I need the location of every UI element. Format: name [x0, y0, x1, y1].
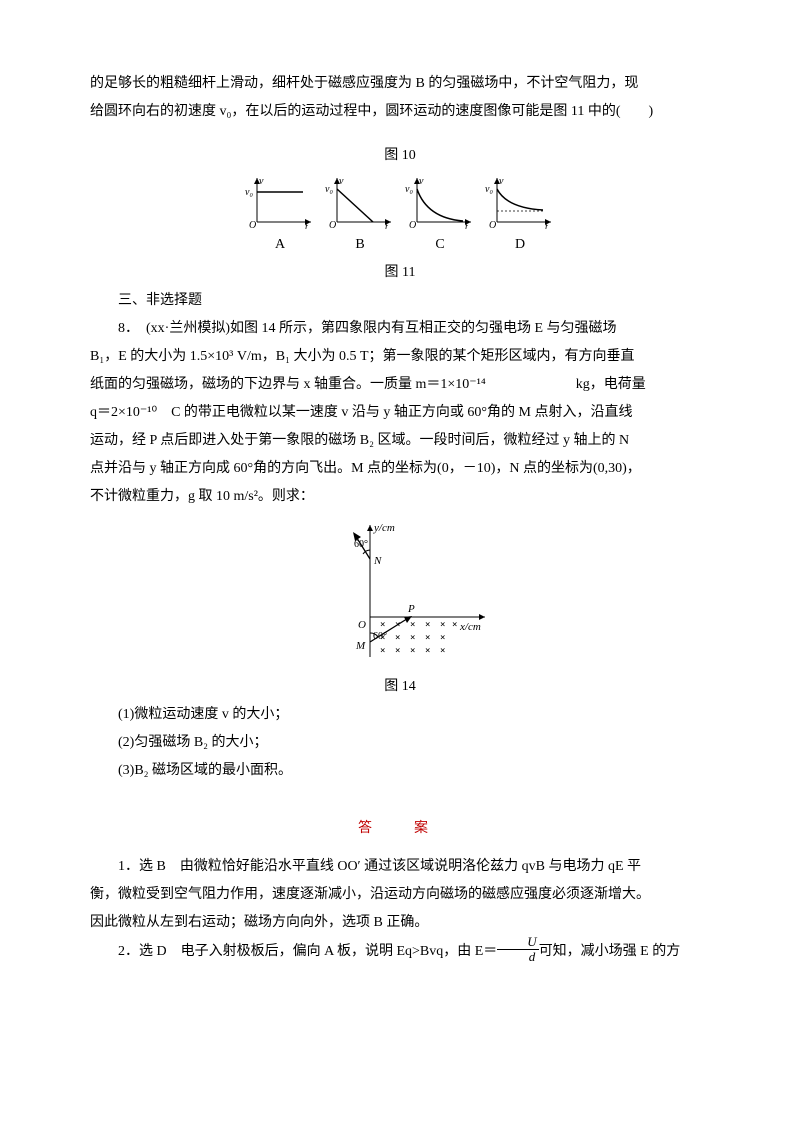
graph-a-svg: v₀ v O t: [245, 174, 315, 229]
graph-b-svg: v₀ v O t: [325, 174, 395, 229]
frac-num: U: [497, 935, 538, 950]
vt-graph-row: v₀ v O t A v₀ v O t B v₀ v: [90, 174, 710, 259]
graph-b-label: B: [355, 231, 364, 259]
svg-text:×: ×: [410, 633, 415, 643]
svg-text:O: O: [249, 220, 256, 229]
q8-l2a: B₁，E 的大小为 1.5×10³ V/m，B₁ 大小为 0.5 T；第一象限的…: [90, 343, 710, 371]
q8-l4: 运动，经 P 点后即进入处于第一象限的磁场 B₂ 区域。一段时间后，微粒经过 y…: [90, 427, 710, 455]
answer-1a: 1．选 B 由微粒恰好能沿水平直线 OO′ 通过该区域说明洛伦兹力 qvB 与电…: [90, 853, 710, 881]
svg-text:×: ×: [380, 646, 385, 656]
svg-text:v: v: [259, 176, 264, 187]
answers-title: 答 案: [90, 815, 710, 843]
graph-a-label: A: [275, 231, 285, 259]
angle-top: 60°: [354, 539, 368, 550]
fig14-label: 图 14: [90, 673, 710, 701]
svg-text:v: v: [499, 176, 504, 187]
x-axis-label: x/cm: [459, 621, 481, 633]
q8-row1: 8． (xx·兰州模拟)如图 14 所示，第四象限内有互相正交的匀强电场 E 与…: [90, 315, 710, 343]
y-axis-label: y/cm: [373, 522, 395, 534]
svg-text:×: ×: [395, 620, 400, 630]
graph-c-label: C: [435, 231, 444, 259]
fig11-label: 图 11: [90, 259, 710, 287]
svg-text:×: ×: [380, 620, 385, 630]
svg-text:v₀: v₀: [245, 187, 253, 198]
m-label: M: [355, 640, 366, 652]
graph-d-label: D: [515, 231, 525, 259]
svg-text:O: O: [329, 220, 336, 229]
answer-1c: 因此微粒从左到右运动；磁场方向向外，选项 B 正确。: [90, 909, 710, 937]
svg-text:×: ×: [440, 633, 445, 643]
svg-text:O: O: [409, 220, 416, 229]
q8-sub3: (3)B₂ 磁场区域的最小面积。: [90, 757, 710, 785]
svg-text:t: t: [305, 222, 308, 229]
section-3-title: 三、非选择题: [90, 287, 710, 315]
svg-text:t: t: [465, 222, 468, 229]
q8-l2c: kg，电荷量: [576, 377, 646, 392]
answer-2: 2．选 D 电子入射极板后，偏向 A 板，说明 Eq>Bvq，由 E＝Ud可知，…: [90, 937, 710, 967]
svg-text:t: t: [545, 222, 548, 229]
svg-text:×: ×: [395, 633, 400, 643]
svg-text:×: ×: [425, 620, 430, 630]
svg-text:v: v: [419, 176, 424, 187]
answer-2a: 2．选 D 电子入射极板后，偏向 A 板，说明 Eq>Bvq，由 E＝: [118, 944, 497, 959]
q8-l2bc: 纸面的匀强磁场，磁场的下边界与 x 轴重合。一质量 m＝1×10⁻¹⁴ kg，电荷…: [90, 371, 710, 399]
svg-text:t: t: [385, 222, 388, 229]
svg-text:×: ×: [452, 620, 457, 630]
fraction-u-over-d: Ud: [497, 935, 538, 965]
q8-prefix: (xx·兰州模拟)如图 14 所示，第四象限内有互相正交的匀强电场 E 与匀强磁…: [146, 321, 617, 336]
svg-text:×: ×: [425, 633, 430, 643]
q8-num: 8．: [118, 321, 132, 336]
intro-line-1: 的足够长的粗糙细杆上滑动，细杆处于磁感应强度为 B 的匀强磁场中，不计空气阻力，…: [90, 70, 710, 98]
graph-c-svg: v₀ v O t: [405, 174, 475, 229]
q8-l5: 点并沿与 y 轴正方向成 60°角的方向飞出。M 点的坐标为(0，－10)，N …: [90, 455, 710, 483]
svg-text:×: ×: [440, 646, 445, 656]
q8-l6: 不计微粒重力，g 取 10 m/s²。则求：: [90, 483, 710, 511]
svg-text:×: ×: [410, 646, 415, 656]
graph-d-svg: v₀ v O t: [485, 174, 555, 229]
vt-graph-c: v₀ v O t C: [405, 174, 475, 259]
svg-text:×: ×: [380, 633, 385, 643]
q8-l3: q＝2×10⁻¹⁰ C 的带正电微粒以某一速度 v 沿与 y 轴正方向或 60°…: [90, 399, 710, 427]
fig10-label: 图 10: [90, 142, 710, 170]
fig14-svg: y/cm x/cm O N 60° M 60° P ×××××× ××××× ×…: [300, 517, 500, 667]
svg-text:v₀: v₀: [405, 184, 413, 195]
p-label: P: [407, 603, 415, 615]
vt-graph-a: v₀ v O t A: [245, 174, 315, 259]
fig14-diagram: y/cm x/cm O N 60° M 60° P ×××××× ××××× ×…: [90, 517, 710, 667]
answer-2b: 可知，减小场强 E 的方: [539, 944, 681, 959]
svg-text:O: O: [489, 220, 496, 229]
svg-text:×: ×: [395, 646, 400, 656]
svg-text:v₀: v₀: [325, 184, 333, 195]
q8-sub2: (2)匀强磁场 B₂ 的大小；: [90, 729, 710, 757]
vt-graph-b: v₀ v O t B: [325, 174, 395, 259]
q8-l2b: 纸面的匀强磁场，磁场的下边界与 x 轴重合。一质量 m＝1×10⁻¹⁴: [90, 377, 486, 392]
svg-text:v: v: [339, 176, 344, 187]
answer-1b: 衡，微粒受到空气阻力作用，速度逐渐减小，沿运动方向磁场的磁感应强度必须逐渐增大。: [90, 881, 710, 909]
origin-label: O: [358, 619, 366, 631]
vt-graph-d: v₀ v O t D: [485, 174, 555, 259]
n-label: N: [373, 555, 382, 567]
intro-line-2: 给圆环向右的初速度 v₀，在以后的运动过程中，圆环运动的速度图像可能是图 11 …: [90, 98, 710, 126]
svg-text:v₀: v₀: [485, 184, 493, 195]
svg-text:×: ×: [410, 620, 415, 630]
q8-sub1: (1)微粒运动速度 v 的大小；: [90, 701, 710, 729]
svg-text:×: ×: [425, 646, 430, 656]
svg-text:×: ×: [440, 620, 445, 630]
frac-den: d: [497, 950, 538, 964]
